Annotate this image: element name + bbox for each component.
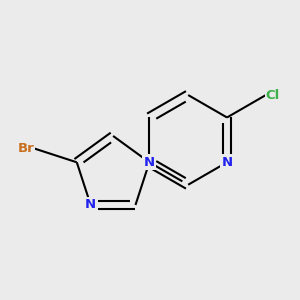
Text: N: N: [85, 198, 96, 212]
Text: Br: Br: [17, 142, 34, 155]
Text: Cl: Cl: [266, 88, 280, 102]
Text: N: N: [221, 156, 233, 169]
Text: N: N: [144, 156, 155, 169]
